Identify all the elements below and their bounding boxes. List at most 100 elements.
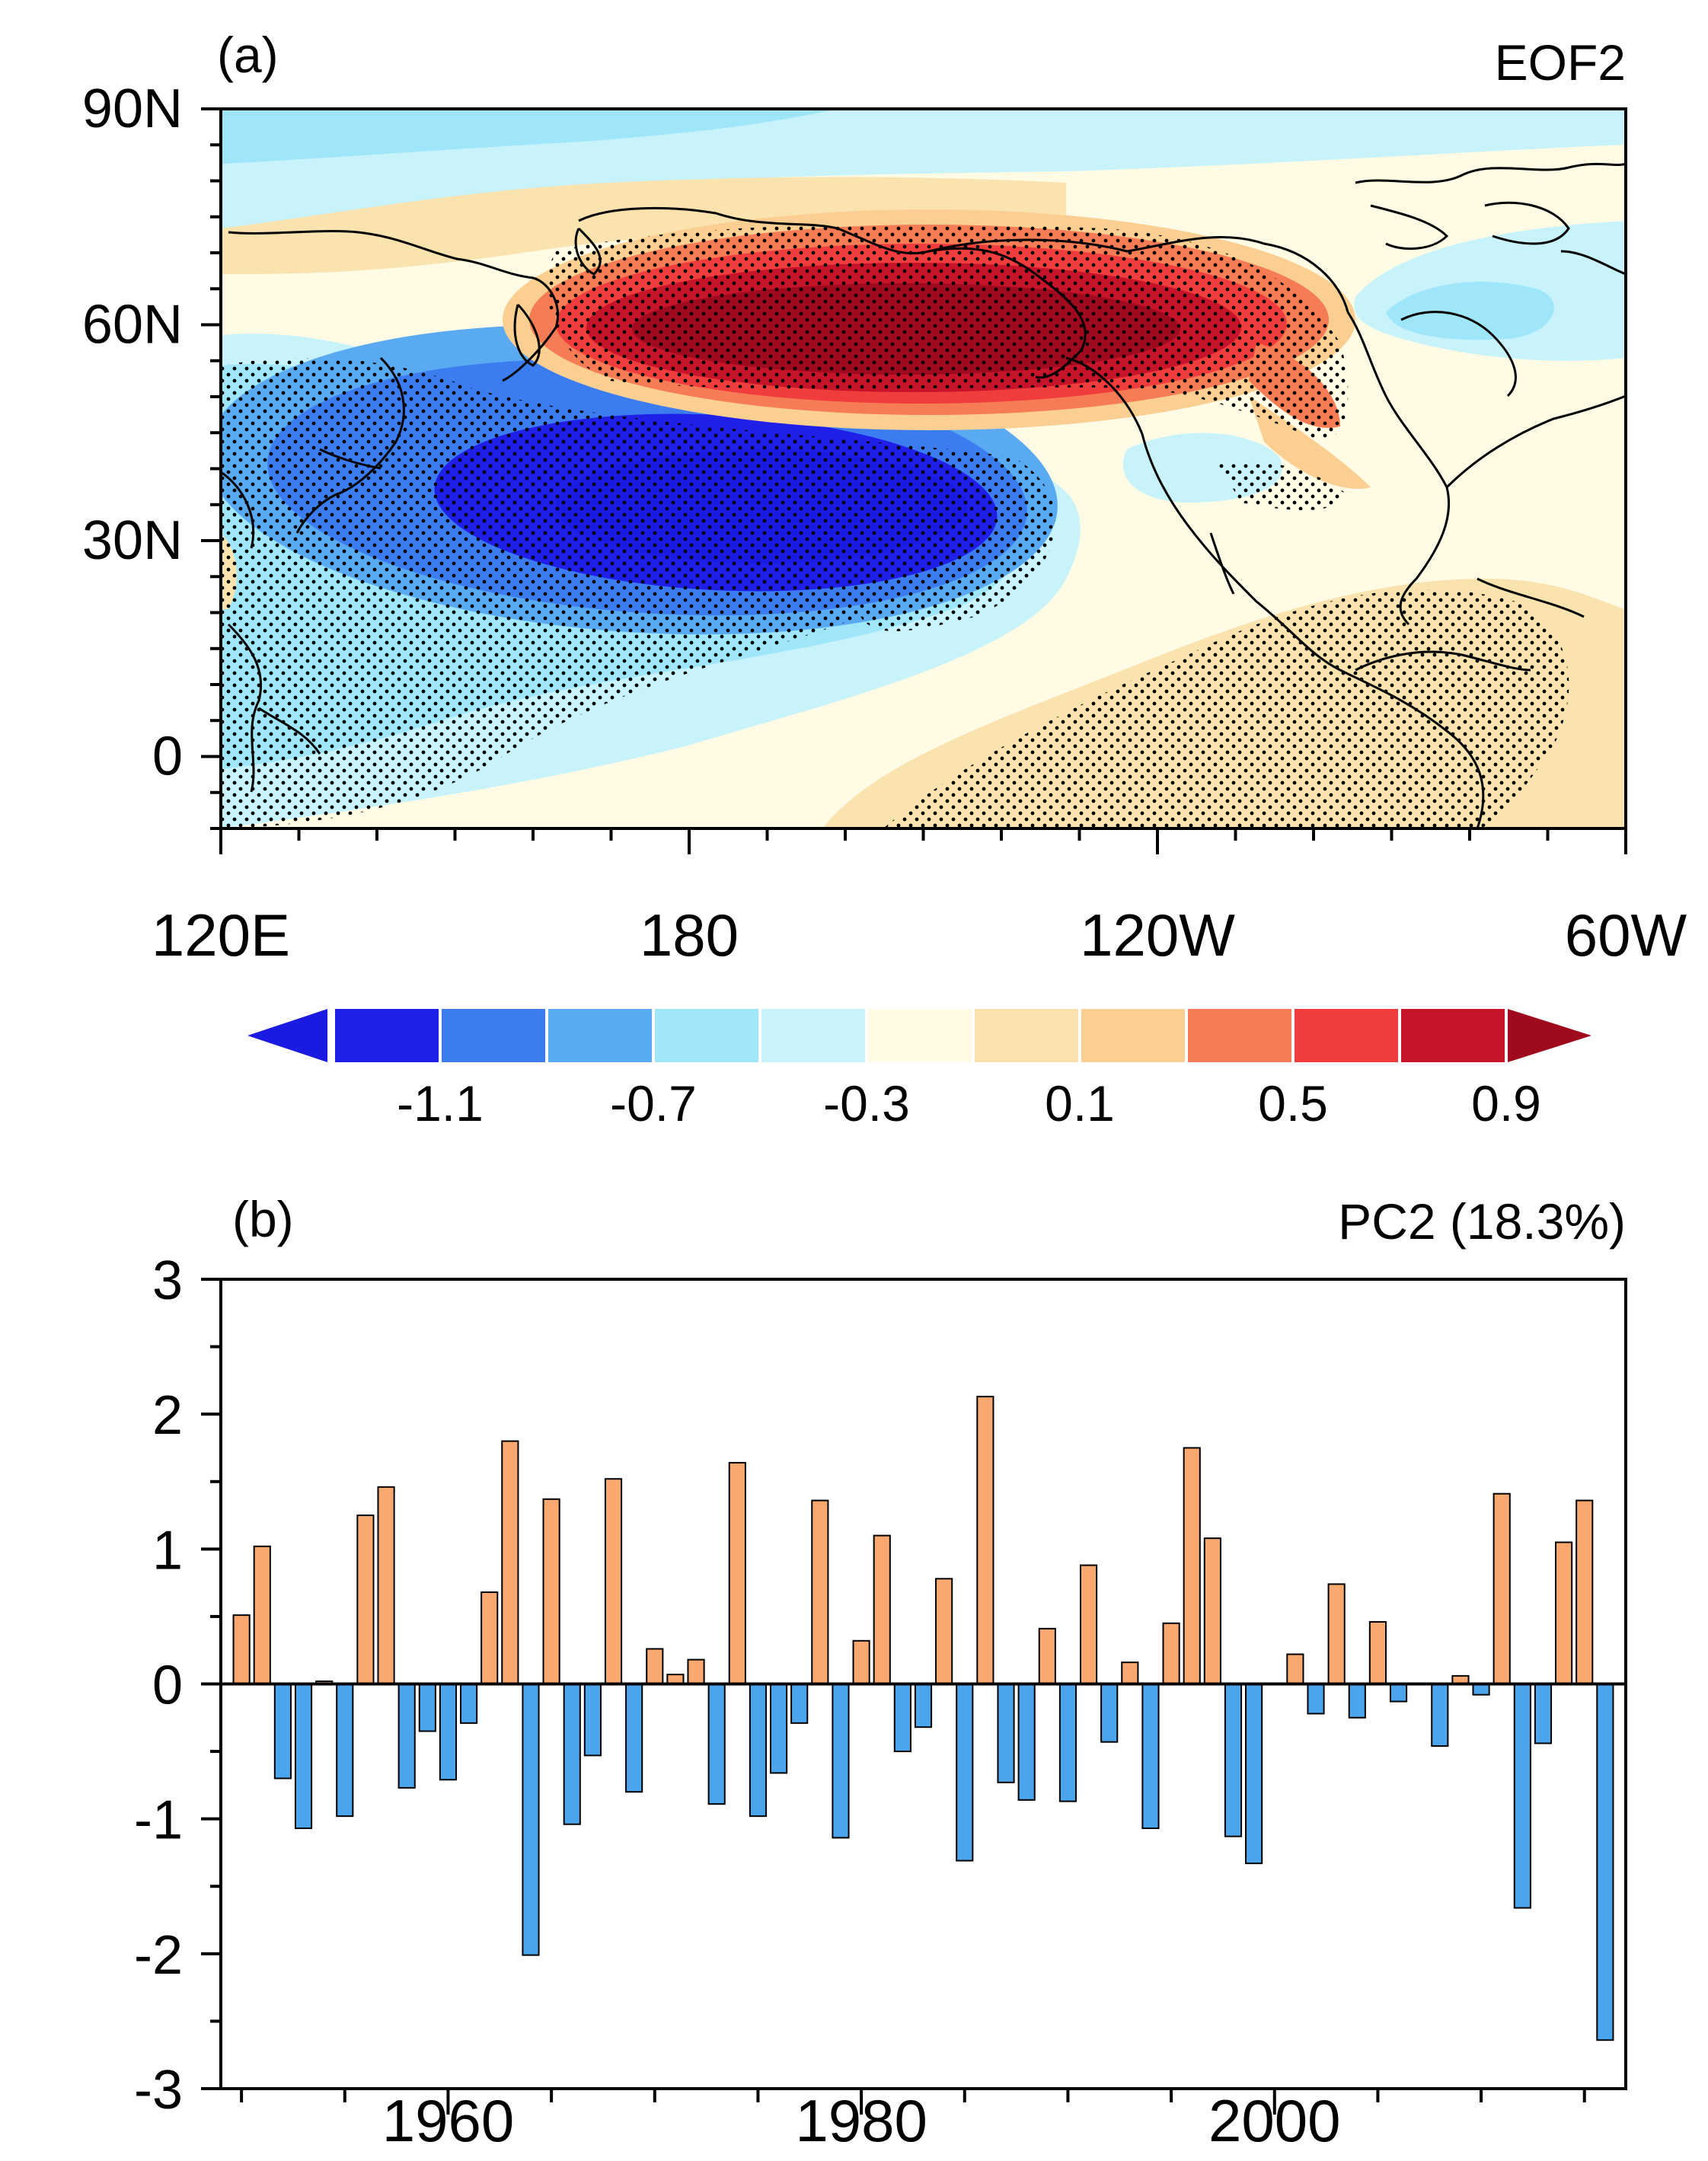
panel-a-title: EOF2	[1495, 34, 1626, 91]
pc2-bar	[914, 1683, 933, 1728]
pc2-bar	[356, 1515, 375, 1685]
colorbar-swatch	[975, 1009, 1078, 1062]
pc2-bar	[1183, 1447, 1201, 1685]
lat-tick-label: 60N	[82, 295, 183, 356]
pc2-bar	[1555, 1541, 1573, 1685]
pc2-bar	[542, 1498, 560, 1685]
pc2-bar	[1141, 1683, 1160, 1830]
lon-tick-label: 180	[640, 902, 739, 969]
pc2-bar	[873, 1534, 891, 1685]
coastlines	[221, 162, 1626, 828]
pc2-bar	[1038, 1627, 1056, 1685]
pc2-bar	[522, 1683, 540, 1956]
pc2-bar	[418, 1683, 436, 1732]
pc2-bar	[1472, 1683, 1490, 1696]
pc2-bar	[728, 1461, 746, 1685]
lat-tick-label: 0	[152, 726, 183, 787]
colorbar-swatch	[548, 1009, 652, 1062]
colorbar-tick-label: 0.9	[1471, 1075, 1541, 1132]
pc2-bar	[769, 1683, 788, 1774]
pc2-bar	[1348, 1683, 1366, 1719]
pc2-bar	[1389, 1683, 1408, 1703]
colorbar-tick-label: -0.3	[823, 1075, 910, 1132]
colorbar-tick-label: -1.1	[397, 1075, 484, 1132]
colorbar-tick-label: 0.5	[1258, 1075, 1328, 1132]
y-tick-label: 1	[152, 1520, 183, 1581]
colorbar-tick-label: -0.7	[610, 1075, 697, 1132]
y-tick-label: 3	[152, 1250, 183, 1311]
pc2-bar	[1431, 1683, 1449, 1747]
pc2-bar	[893, 1683, 911, 1753]
x-tick-label: 1960	[382, 2087, 515, 2154]
pc2-bar	[377, 1486, 395, 1685]
pc2-bar	[1162, 1622, 1180, 1685]
pc2-bar	[852, 1639, 870, 1685]
pc2-bar	[687, 1658, 705, 1685]
colorbar: -1.1 -0.7 -0.3 0.1 0.5 0.9	[247, 1009, 1591, 1132]
pc2-bar	[439, 1683, 458, 1781]
pc2-bar	[604, 1478, 623, 1685]
pc2-bar	[1307, 1683, 1325, 1715]
y-tick-label: -1	[134, 1790, 183, 1851]
pc2-bar	[1121, 1661, 1139, 1685]
pc2-bar	[646, 1648, 664, 1685]
pc2-bar	[976, 1396, 994, 1685]
pc2-bar	[956, 1683, 974, 1862]
pc2-bar	[1203, 1537, 1221, 1685]
pc2-bar	[1058, 1683, 1077, 1802]
x-tick-label: 2000	[1208, 2087, 1341, 2154]
eof2-contour-field	[221, 109, 1626, 828]
pc2-bar	[1286, 1653, 1304, 1685]
colorbar-swatch	[335, 1009, 439, 1062]
pc2-bar	[749, 1683, 768, 1818]
colorbar-max-arrow	[1508, 1009, 1591, 1062]
pc2-bar	[1576, 1499, 1594, 1685]
pc2-bar	[1534, 1683, 1553, 1744]
y-tick-label: -3	[134, 2060, 183, 2121]
pc2-bar	[232, 1614, 251, 1685]
pc2-bar	[1493, 1492, 1511, 1685]
pc2-bar	[253, 1545, 271, 1685]
lat-tick-label: 30N	[82, 510, 183, 571]
pc2-bar	[1017, 1683, 1036, 1801]
pc2-bars	[232, 1396, 1614, 2041]
pc2-bar	[935, 1578, 953, 1685]
pc2-bar	[997, 1683, 1015, 1783]
colorbar-swatch	[868, 1009, 972, 1062]
pc2-bar-panel: (b) PC2 (18.3%) 3 2 1 0 -1 -2 -3 1960 1980 2000	[134, 1191, 1627, 2154]
pc2-bar	[1100, 1683, 1119, 1743]
pc2-bar	[460, 1683, 478, 1724]
pc2-bar	[790, 1683, 809, 1724]
colorbar-swatch	[655, 1009, 758, 1062]
lon-tick-label: 60W	[1565, 902, 1687, 969]
panel-b-title: PC2 (18.3%)	[1338, 1193, 1626, 1250]
significance-stippling	[221, 224, 1569, 828]
panel-a-label: (a)	[217, 27, 279, 83]
colorbar-swatch	[761, 1009, 865, 1062]
pc2-bar	[1513, 1683, 1531, 1909]
panel-b-label: (b)	[232, 1191, 294, 1247]
pc2-bar	[1327, 1583, 1346, 1685]
y-tick-label: -2	[134, 1925, 183, 1986]
y-tick-label: 0	[152, 1655, 183, 1716]
pc2-bar	[397, 1683, 416, 1789]
pc2-bar	[583, 1683, 602, 1757]
pc2-bar	[1368, 1621, 1387, 1685]
lat-tick-label: 90N	[82, 78, 183, 139]
pc2-bar	[1245, 1683, 1263, 1865]
colorbar-swatch	[1188, 1009, 1291, 1062]
colorbar-swatch	[1295, 1009, 1398, 1062]
colorbar-swatch	[442, 1009, 545, 1062]
pc2-bar	[625, 1683, 643, 1793]
colorbar-swatch	[1081, 1009, 1185, 1062]
pc2-bar	[707, 1683, 726, 1805]
pc2-bar	[501, 1440, 519, 1685]
pc2-bar	[832, 1683, 850, 1839]
pc2-bar	[1079, 1564, 1098, 1685]
y-tick-label: 2	[152, 1385, 183, 1446]
pc2-bar	[294, 1683, 313, 1830]
pc2-bar	[273, 1683, 292, 1780]
map-axes: 90N 60N 30N 0 120E 180 120W 60W	[82, 78, 1687, 969]
pc2-bar	[1596, 1683, 1614, 2041]
